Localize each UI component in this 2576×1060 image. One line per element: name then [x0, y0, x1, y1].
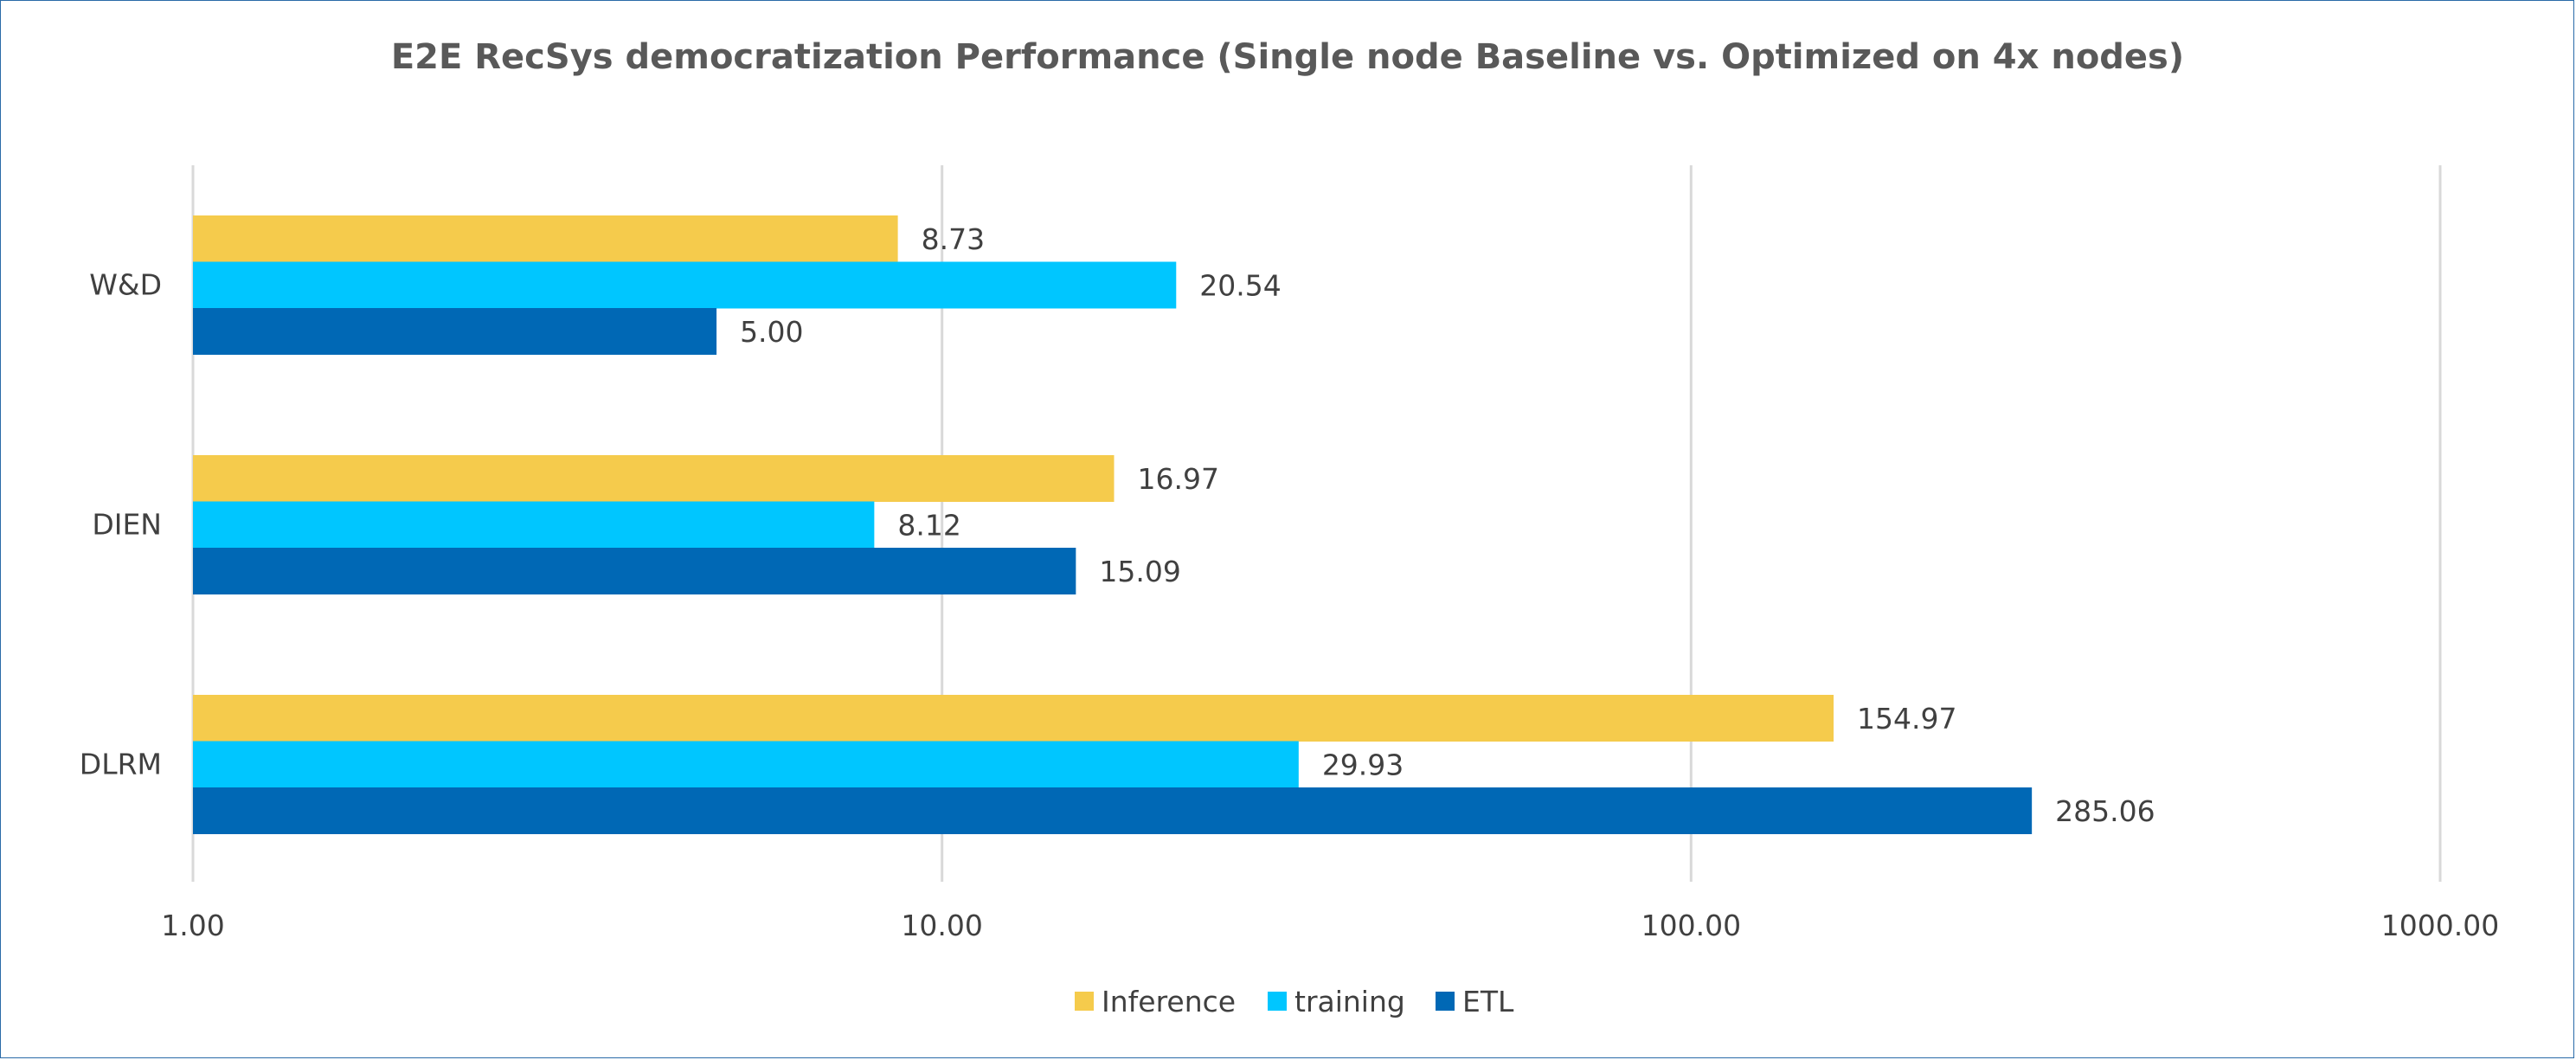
data-label: 285.06 [2055, 794, 2155, 828]
legend-label-etl: ETL [1462, 985, 1514, 1018]
x-tick-label: 1000.00 [2381, 909, 2499, 942]
legend-label-inference: Inference [1102, 985, 1236, 1018]
category-label: W&D [89, 267, 162, 301]
data-label: 8.73 [922, 222, 985, 256]
data-label: 16.97 [1137, 462, 1218, 496]
data-label: 154.97 [1857, 702, 1956, 736]
bar-training-w-d [193, 261, 1177, 309]
data-label: 15.09 [1099, 555, 1180, 588]
x-tick-label: 100.00 [1641, 909, 1741, 942]
bar-training-dlrm [193, 741, 1299, 788]
legend-swatch-training [1268, 992, 1287, 1011]
category-axis: W&D DIEN DLRM [80, 267, 162, 781]
bar-inference-w-d [193, 215, 898, 262]
legend-label-training: training [1294, 985, 1405, 1018]
bar-inference-dien [193, 455, 1115, 502]
x-tick-label: 10.00 [901, 909, 982, 942]
legend: Inference training ETL [1075, 985, 1514, 1018]
category-label: DLRM [80, 747, 162, 781]
category-label: DIEN [92, 507, 162, 541]
legend-swatch-inference [1075, 992, 1094, 1011]
chart-title: E2E RecSys democratization Performance (… [391, 37, 2184, 77]
bar-training-dien [193, 501, 875, 549]
data-label: 8.12 [897, 508, 960, 542]
value-axis: 1.00 10.00 100.00 1000.00 [161, 909, 2499, 942]
bars-layer [193, 215, 2033, 834]
legend-swatch-etl [1436, 992, 1455, 1011]
bar-etl-w-d [193, 308, 717, 355]
bar-etl-dlrm [193, 787, 2033, 834]
data-labels-layer: 8.73 20.54 5.00 16.97 8.12 15.09 154.97 29.93 28… [740, 222, 2155, 828]
x-tick-label: 1.00 [161, 909, 224, 942]
bar-etl-dien [193, 548, 1076, 594]
data-label: 20.54 [1199, 268, 1281, 302]
data-label: 5.00 [740, 315, 803, 349]
bar-inference-dlrm [193, 695, 1834, 742]
data-label: 29.93 [1322, 748, 1404, 781]
